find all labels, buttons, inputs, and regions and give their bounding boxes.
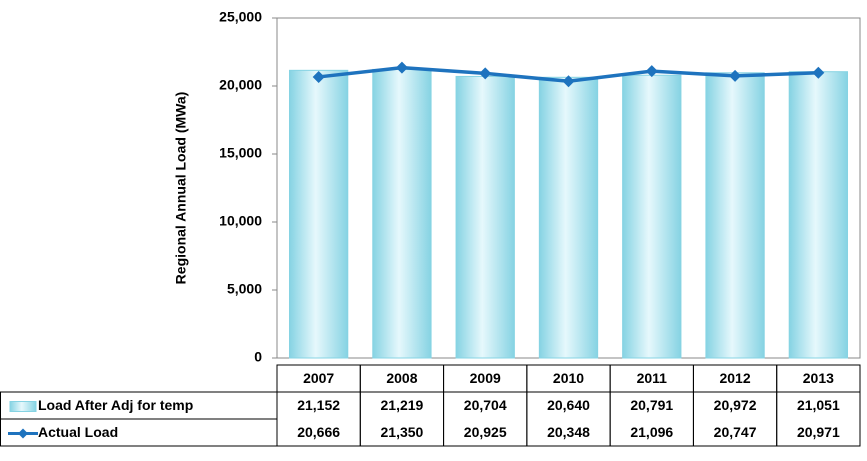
x-tick-label: 2010 [553,370,584,386]
table-cell [776,364,861,447]
y-tick-label: 25,000 [219,9,262,25]
line-marker [729,69,742,82]
data-label: 21,152 [297,397,340,413]
bar [455,75,515,359]
y-tick-label: 0 [254,349,262,365]
data-label: 20,640 [547,397,590,413]
line-marker [562,75,575,88]
data-label: 20,348 [547,424,590,440]
bar [622,74,682,359]
legend-key [9,401,37,412]
data-label: 20,747 [714,424,757,440]
bar [538,76,599,359]
x-tick-label: 2013 [803,370,834,386]
data-label: 20,791 [630,397,673,413]
data-label: 21,219 [381,397,424,413]
bar [372,68,432,359]
legend-key [18,428,28,439]
data-label: 21,096 [630,424,673,440]
bar [705,72,765,359]
x-tick-label: 2007 [303,370,334,386]
data-label: 20,666 [297,424,340,440]
bar [288,69,349,359]
line-marker [312,70,325,83]
data-label: 20,704 [464,397,507,413]
line-marker [645,65,658,78]
x-tick-label: 2009 [470,370,501,386]
x-tick-label: 2011 [637,370,668,386]
data-label: 20,972 [714,397,757,413]
data-label: 20,971 [797,424,840,440]
x-tick-label: 2008 [386,370,417,386]
line-marker [812,66,825,79]
line-marker [479,67,492,80]
table-cell [0,418,278,447]
y-tick-label: 20,000 [219,77,262,93]
bar [788,71,849,359]
y-tick-label: 15,000 [219,145,262,161]
data-label: 20,925 [464,424,507,440]
legend-label: Load After Adj for temp [38,397,193,413]
y-tick-label: 5,000 [227,281,262,297]
data-label: 21,350 [381,424,424,440]
line-marker [395,61,408,74]
y-tick-label: 10,000 [219,213,262,229]
x-tick-label: 2012 [719,370,750,386]
legend-label: Actual Load [38,424,118,440]
data-label: 21,051 [797,397,840,413]
y-axis-title: Regional Annual Load (MWa) [173,92,189,285]
